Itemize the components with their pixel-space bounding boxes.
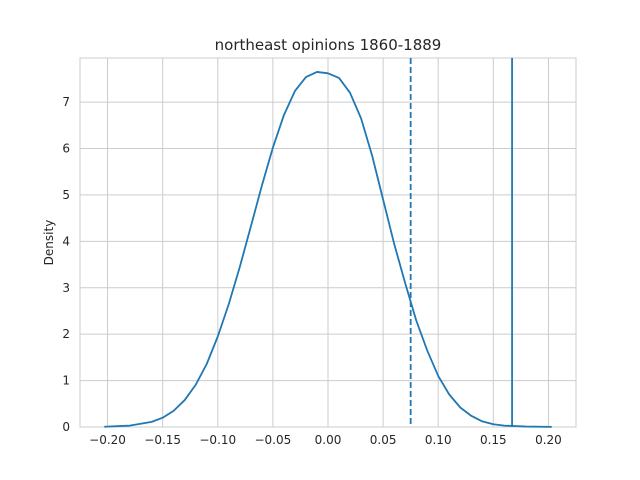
y-tick-label: 6 (62, 142, 70, 156)
plot-frame (79, 57, 577, 428)
y-tick-labels: 0 1 2 3 4 5 6 7 (62, 95, 70, 434)
x-tick-label: −0.10 (199, 433, 236, 447)
y-tick-label: 2 (62, 327, 70, 341)
x-tick-label: −0.15 (144, 433, 181, 447)
density-curve (104, 71, 552, 428)
x-tick-label: 0.20 (535, 433, 562, 447)
x-tick-labels: −0.20 −0.15 −0.10 −0.05 0.00 0.05 0.10 0.15 0.20 (89, 433, 562, 447)
x-tick-label: 0.00 (315, 433, 342, 447)
grid-layer (80, 58, 576, 428)
y-axis-label: Density (42, 220, 56, 266)
lines-layer (104, 58, 552, 428)
y-tick-label: 3 (62, 281, 70, 295)
x-tick-label: 0.10 (425, 433, 452, 447)
y-tick-label: 4 (62, 234, 70, 248)
y-tick-label: 1 (62, 374, 70, 388)
x-tick-label: −0.05 (254, 433, 291, 447)
y-tick-label: 0 (62, 420, 70, 434)
x-tick-label: −0.20 (89, 433, 126, 447)
chart-title: northeast opinions 1860-1889 (215, 36, 442, 54)
y-tick-label: 5 (62, 188, 70, 202)
x-tick-label: 0.15 (480, 433, 507, 447)
y-tick-label: 7 (62, 95, 70, 109)
x-tick-label: 0.05 (370, 433, 397, 447)
